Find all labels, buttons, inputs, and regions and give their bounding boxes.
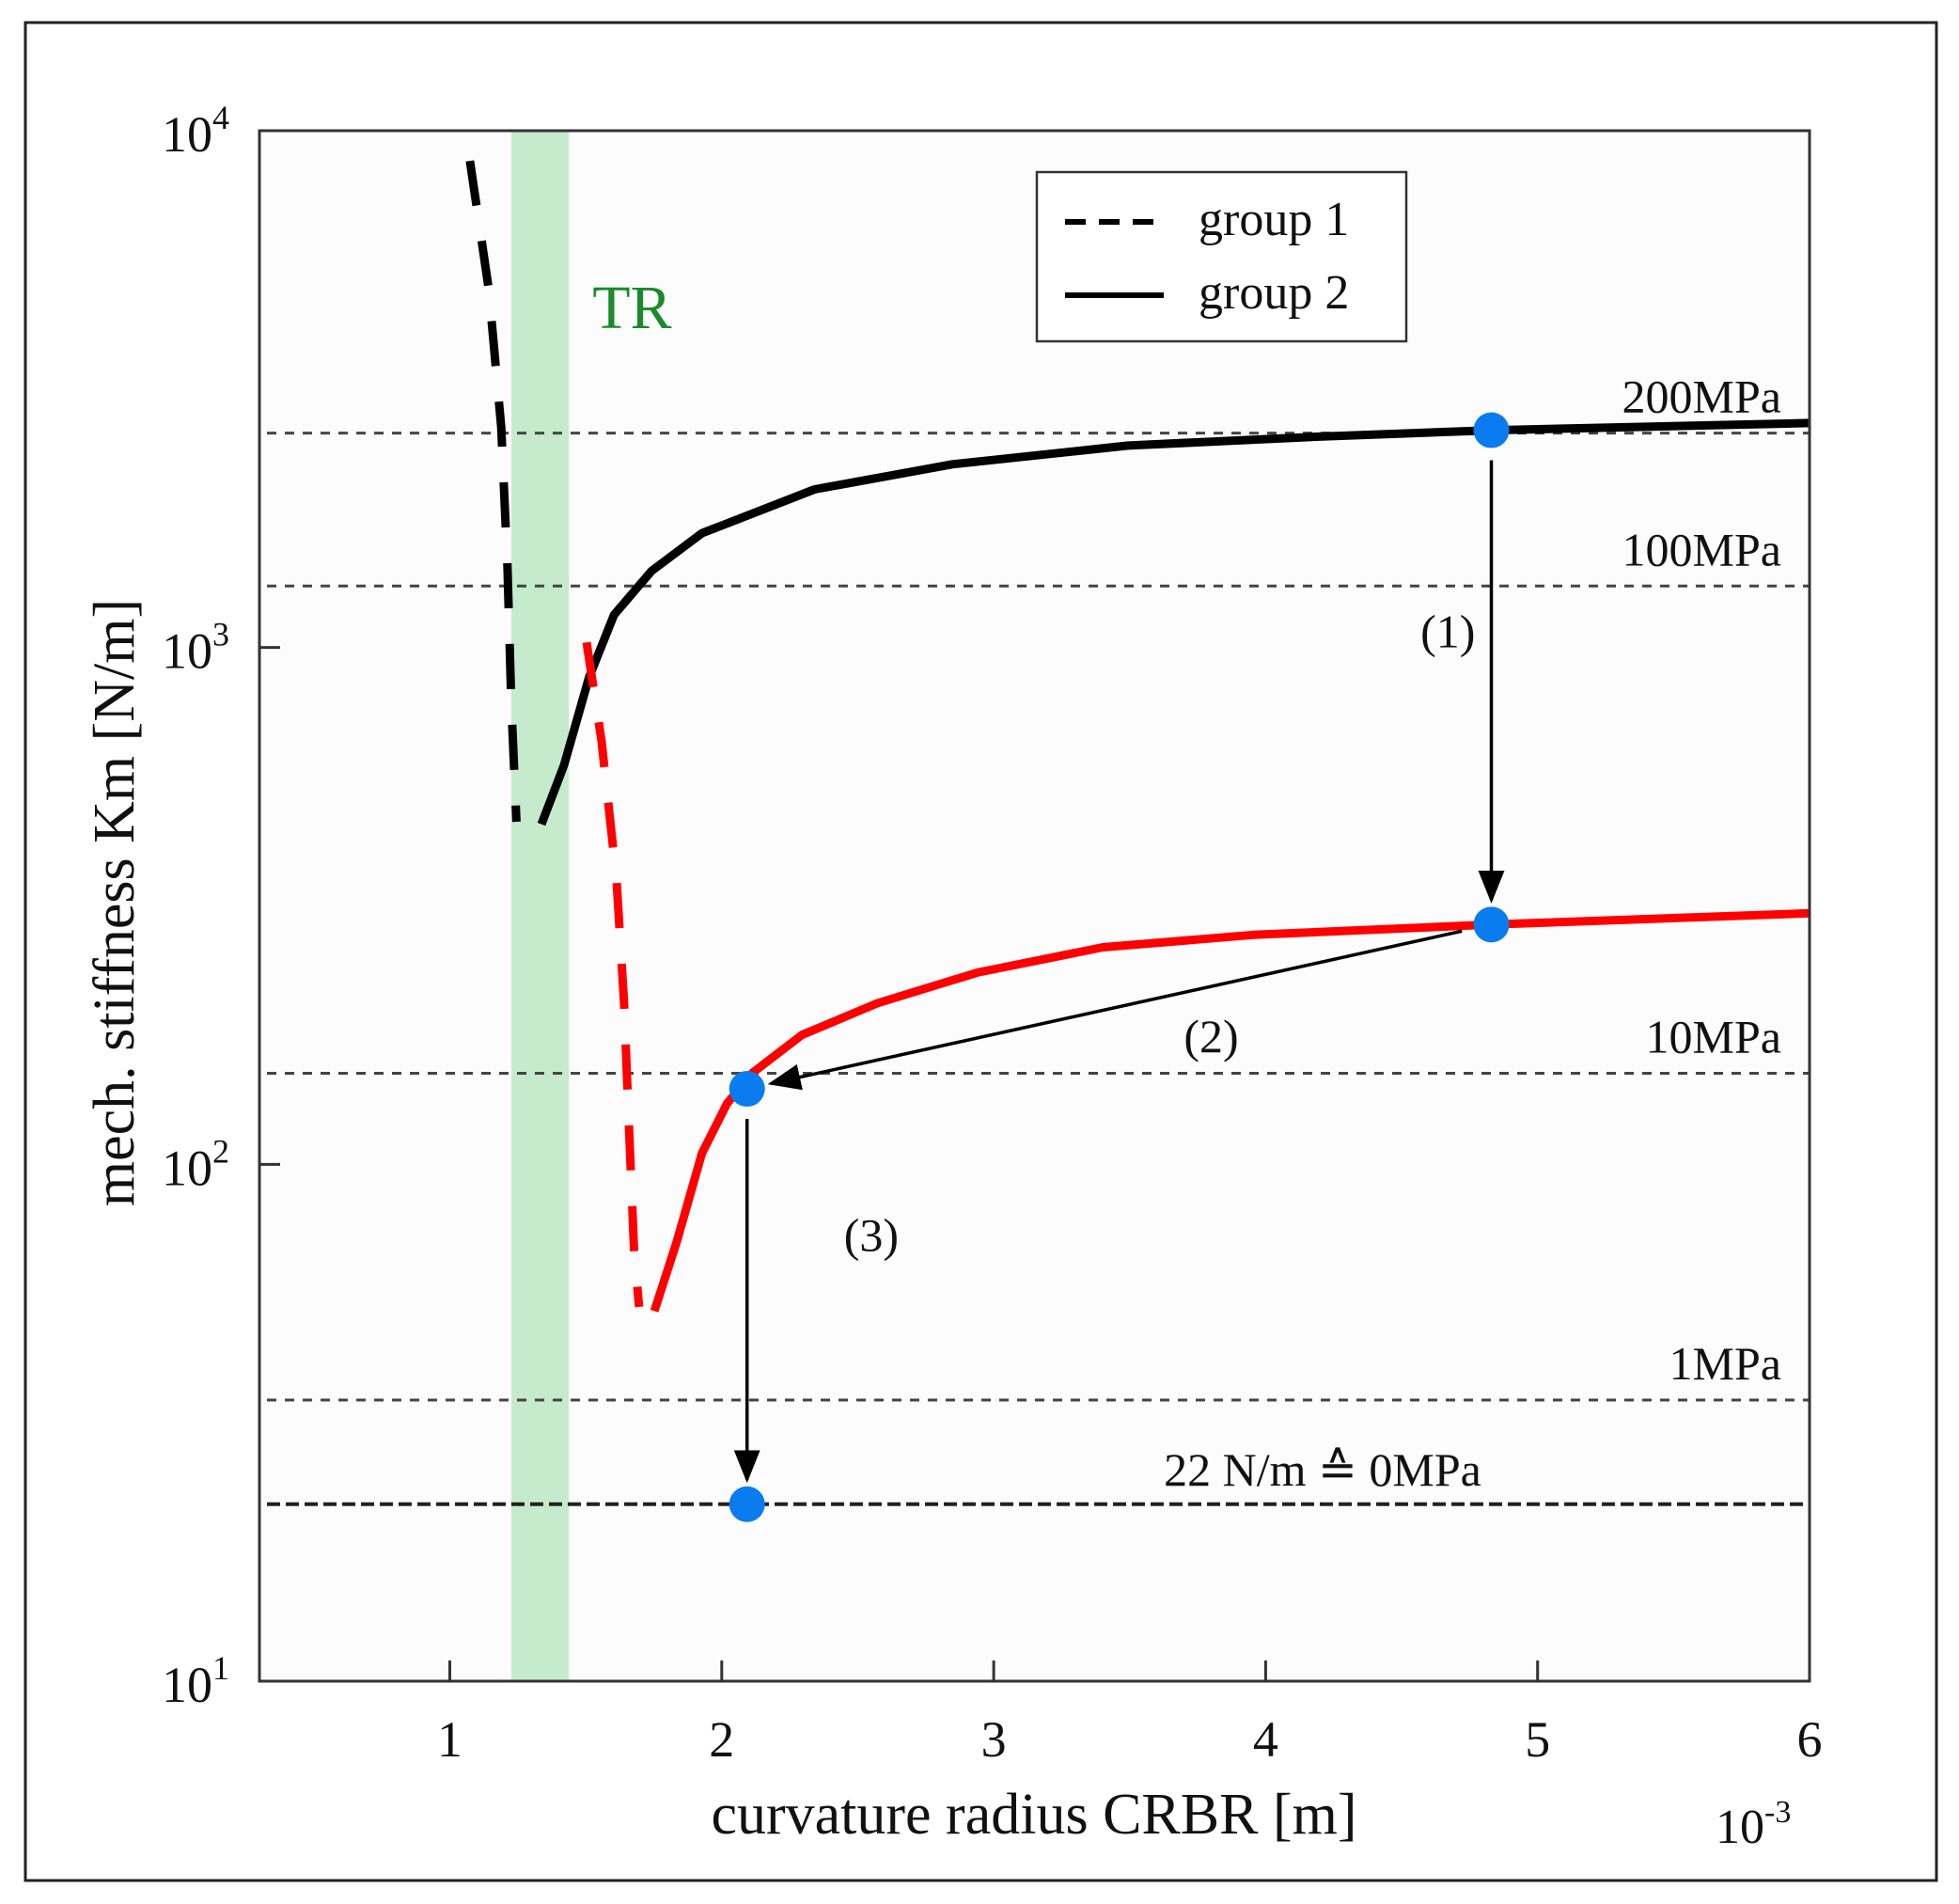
y-tick-base: 10: [162, 1657, 212, 1713]
data-point: [729, 1486, 765, 1522]
series-line: [537, 418, 1810, 826]
x-tick-label: 2: [709, 1711, 734, 1768]
y-tick-exp: 3: [212, 616, 229, 653]
series-line: [650, 908, 1810, 1313]
reference-line-label: 10MPa: [1646, 1011, 1781, 1063]
legend-label-group-2: group 2: [1199, 266, 1349, 320]
y-tick-exp: 4: [212, 99, 229, 136]
reference-line-label: 100MPa: [1622, 523, 1781, 575]
x-tick-label: 3: [981, 1711, 1007, 1768]
legend: group 1 group 2: [1035, 170, 1408, 343]
data-point: [1473, 906, 1510, 943]
x-multiplier-base: 10: [1716, 1801, 1764, 1854]
data-point: [729, 1071, 765, 1108]
arrow-label: (2): [1183, 1010, 1238, 1062]
y-tick-base: 10: [162, 1140, 212, 1196]
arrow: [767, 929, 1463, 1091]
y-tick-exp: 1: [212, 1649, 229, 1687]
x-tick-label: 4: [1253, 1711, 1278, 1768]
y-tick-exp: 2: [212, 1132, 229, 1170]
series-line: [465, 160, 521, 823]
plot-area-border: [258, 129, 1811, 1683]
y-tick-label: 104: [162, 99, 229, 163]
reference-line-label: 200MPa: [1622, 370, 1781, 423]
y-tick-label: 101: [162, 1649, 229, 1713]
legend-box: [1035, 170, 1408, 343]
arrow-label: (1): [1420, 606, 1475, 658]
transition-region-band: [510, 131, 570, 1681]
legend-label-group-1: group 1: [1199, 193, 1349, 246]
series-line: [582, 641, 644, 1308]
y-tick-label: 103: [162, 616, 229, 680]
reference-line-label: 1MPa: [1669, 1337, 1781, 1390]
data-point: [1473, 412, 1510, 448]
x-axis-label: curvature radius CRBR [m]: [711, 1783, 1356, 1847]
x-axis-multiplier: 10-3: [1716, 1795, 1791, 1854]
x-tick-label: 1: [437, 1711, 462, 1768]
arrow-label: (3): [844, 1208, 899, 1261]
y-axis-label: mech. stiffness Km [N/m]: [83, 599, 147, 1206]
y-tick-label: 102: [162, 1132, 229, 1196]
transition-region-label: TR: [592, 274, 671, 342]
x-tick-label: 6: [1797, 1711, 1823, 1768]
y-tick-base: 10: [162, 106, 212, 163]
reference-line-label: 22 N/m ≙ 0MPa: [1164, 1443, 1481, 1496]
x-multiplier-exp: -3: [1764, 1795, 1791, 1830]
x-tick-label: 5: [1525, 1711, 1550, 1768]
y-tick-base: 10: [162, 623, 212, 680]
